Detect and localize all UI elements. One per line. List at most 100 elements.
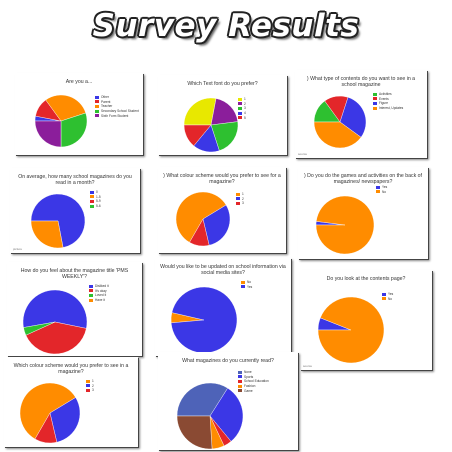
legend-swatch xyxy=(238,97,242,101)
legend-swatch xyxy=(236,201,240,205)
chart-legend: Yes No xyxy=(382,292,393,301)
pie-slice xyxy=(176,415,213,450)
legend-item: No xyxy=(382,297,393,302)
pie-chart xyxy=(19,382,81,444)
legend-label: 2 xyxy=(92,383,94,388)
legend-swatch xyxy=(373,101,377,105)
legend-item: 1 xyxy=(238,97,246,102)
legend-item: Yes xyxy=(382,292,393,297)
chart-question: Which colour scheme would you prefer to … xyxy=(13,363,129,375)
pie-slice xyxy=(175,191,227,243)
legend-swatch xyxy=(89,289,93,293)
legend-item: Secondary School Student xyxy=(95,109,139,114)
legend-item: 3 xyxy=(238,106,246,111)
legend-swatch xyxy=(238,370,242,374)
legend-label: Fashion xyxy=(244,384,256,389)
legend-swatch xyxy=(95,104,99,108)
chart-question: On average, how many school magazines do… xyxy=(18,174,132,186)
chart-question: ) Do you do the games and activities on … xyxy=(304,173,422,185)
page-title: Survey Results xyxy=(92,8,360,44)
legend-item: 2 xyxy=(86,384,94,389)
pie-slice xyxy=(170,286,238,354)
legend-label: Sixth Form Student xyxy=(101,113,129,118)
legend-label: Loved it xyxy=(95,293,107,298)
legend-swatch xyxy=(376,185,380,189)
legend-swatch xyxy=(89,293,93,297)
legend-label: Teacher xyxy=(101,104,113,109)
legend-swatch xyxy=(382,292,386,296)
survey-chart-card: Are you a... Other Parent Teacher Secondary … xyxy=(15,73,143,155)
pie-slice xyxy=(30,220,64,249)
chart-question: Would you like to be updated on school i… xyxy=(160,264,286,276)
legend-label: No xyxy=(388,296,393,301)
pie-slice xyxy=(209,387,244,442)
legend-item: 3 xyxy=(236,201,244,206)
legend-item: Game xyxy=(238,388,269,393)
legend-label: 1 xyxy=(244,97,246,102)
legend-swatch xyxy=(241,280,245,284)
survey-chart-card: ) What type of contents do you want to s… xyxy=(295,70,427,158)
legend-item: Interest, Updates xyxy=(373,106,403,111)
legend-item: No xyxy=(241,280,252,285)
chart-question: Are you a... xyxy=(65,79,93,85)
legend-label: Parent xyxy=(101,99,111,104)
legend-item: 5-9 xyxy=(90,199,101,204)
legend-swatch xyxy=(95,114,99,118)
legend-label: 5 xyxy=(244,115,246,120)
chart-question: Which Text font do you prefer? xyxy=(187,81,258,87)
legend-swatch xyxy=(238,116,242,120)
legend-label: Have it xyxy=(95,298,105,303)
legend-label: Yes xyxy=(247,284,253,289)
chart-legend: No Yes xyxy=(241,280,252,289)
legend-swatch xyxy=(238,375,242,379)
legend-swatch xyxy=(236,197,240,201)
legend-item: 3 xyxy=(86,388,94,393)
pie-slice xyxy=(45,94,86,122)
pie-slice xyxy=(19,382,76,440)
legend-label: Interest, Updates xyxy=(379,106,404,111)
legend-label: 3 xyxy=(92,388,94,393)
pie-chart xyxy=(22,289,88,355)
pie-slice xyxy=(60,112,88,148)
survey-chart-card: What magazines do you currently read? Non… xyxy=(158,352,298,450)
pie-chart xyxy=(317,296,385,364)
legend-label: None xyxy=(244,370,252,375)
legend-label: 5-6 xyxy=(96,204,101,209)
legend-item: Sixth Form Student xyxy=(95,113,139,118)
legend-swatch xyxy=(90,195,94,199)
chart-legend: None Sports School Education Fashion Game xyxy=(238,370,269,393)
legend-label: Game xyxy=(244,388,253,393)
legend-item: Teacher xyxy=(95,104,139,109)
legend-label: Disliked it xyxy=(95,284,109,289)
pie-slice xyxy=(315,195,375,255)
survey-chart-card: On average, how many school magazines do… xyxy=(10,168,140,253)
pie-slice xyxy=(25,321,87,355)
pie-slice xyxy=(23,321,56,336)
legend-item: 5-6 xyxy=(90,204,101,209)
pie-slice xyxy=(313,121,362,149)
pie-slice xyxy=(189,218,210,247)
legend-item: 1-5 xyxy=(90,195,101,200)
survey-chart-card: ) What colour scheme would you prefer to… xyxy=(158,167,286,253)
legend-label: Activities xyxy=(379,92,392,97)
legend-swatch xyxy=(373,106,377,110)
pie-slice xyxy=(34,412,58,444)
survey-chart-card: How do you feel about the magazine title… xyxy=(7,262,142,356)
pie-slice xyxy=(183,124,212,147)
chart-legend: Other Parent Teacher Secondary School Stude… xyxy=(95,95,139,118)
legend-label: 2 xyxy=(244,101,246,106)
legend-item: 1 xyxy=(236,192,244,197)
legend-item: Other xyxy=(95,95,139,100)
chart-legend: Yes No xyxy=(376,185,387,194)
chart-legend: Activities Events Figure Interest, Updates xyxy=(373,92,403,110)
survey-chart-card: Which colour scheme would you prefer to … xyxy=(4,357,138,447)
legend-item: No xyxy=(376,190,387,195)
legend-label: School Education xyxy=(244,379,269,384)
legend-item: Have it xyxy=(89,298,109,303)
legend-label: Sports xyxy=(244,374,254,379)
legend-item: Loved it xyxy=(89,293,109,298)
chart-footer-text: source xyxy=(303,364,313,368)
legend-label: Yes xyxy=(382,185,388,190)
